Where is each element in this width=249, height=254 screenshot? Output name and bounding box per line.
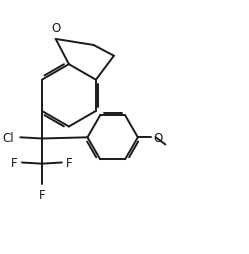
Text: F: F: [66, 156, 72, 169]
Text: O: O: [153, 131, 162, 144]
Text: Cl: Cl: [3, 131, 14, 144]
Text: F: F: [11, 156, 18, 169]
Text: F: F: [39, 188, 45, 201]
Text: O: O: [51, 22, 60, 35]
